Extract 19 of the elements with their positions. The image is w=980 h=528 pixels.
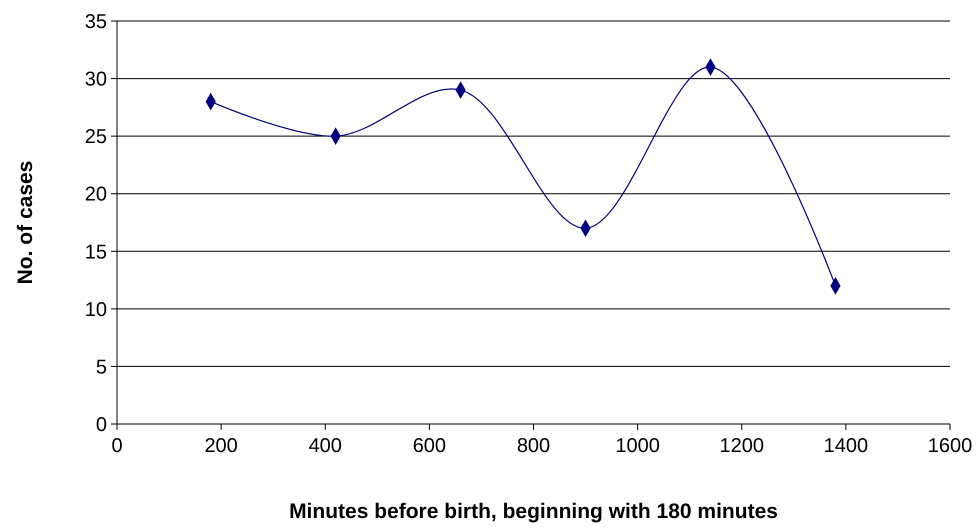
x-tick-label: 1600 [928, 435, 972, 457]
x-tick-label: 1200 [720, 435, 764, 457]
x-tick-label: 200 [204, 435, 238, 457]
y-tick-label: 20 [84, 184, 107, 206]
x-tick-label: 800 [516, 435, 550, 457]
x-tick-label: 600 [412, 435, 446, 457]
y-tick-label: 15 [84, 241, 107, 264]
x-tick-label: 1000 [615, 435, 660, 457]
y-tick-label: 30 [84, 68, 107, 91]
x-tick-label: 0 [111, 435, 123, 457]
y-tick-label: 0 [96, 414, 107, 436]
x-tick-label: 1400 [824, 435, 868, 457]
y-tick-label: 35 [84, 11, 107, 33]
y-axis-title: No. of cases [14, 160, 37, 284]
y-tick-label: 10 [84, 298, 107, 321]
x-tick-label: 400 [308, 435, 342, 457]
y-tick-label: 25 [84, 126, 107, 148]
x-axis-title: Minutes before birth, beginning with 180 minutes [289, 500, 778, 523]
y-tick-label: 5 [96, 356, 107, 378]
